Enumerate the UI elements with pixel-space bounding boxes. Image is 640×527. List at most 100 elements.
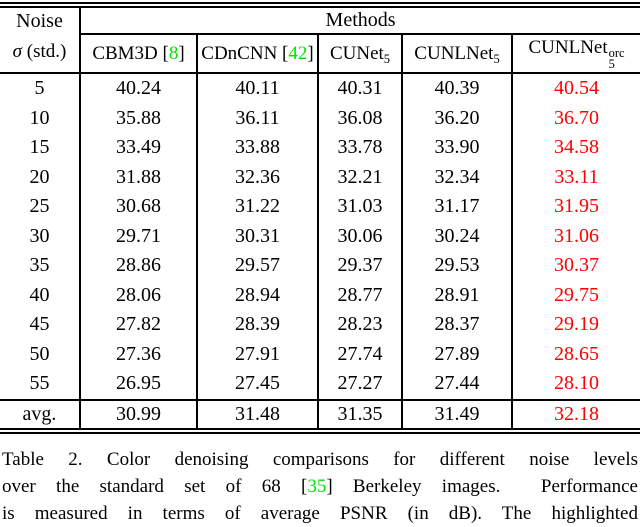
methods-header: Methods [78, 5, 640, 35]
noise-level-cell: 15 [29, 136, 50, 159]
psnr-value-cell: 28.10 [510, 369, 640, 400]
method-name: CUNLNet [414, 42, 494, 64]
psnr-value-cell: 29.71 [79, 221, 197, 251]
table-row: 30 29.71 30.31 30.06 30.24 31.06 [0, 221, 640, 251]
noise-level-cell: avg. [0, 398, 80, 431]
sigma-std-label: σ (std.) [0, 34, 79, 72]
psnr-value-cell: 29.53 [401, 251, 512, 281]
table-row: 40 28.06 28.94 28.77 28.91 29.75 [0, 280, 640, 310]
noise-label: Noise [16, 10, 63, 32]
method-sub-sup: orc 5 [608, 46, 625, 71]
psnr-value-cell: 36.11 [196, 103, 318, 133]
method-column-header: CUNLNet5 [401, 34, 512, 74]
psnr-value-cell: 32.36 [196, 162, 318, 192]
table-row: 10 35.88 36.11 36.08 36.20 36.70 [0, 103, 640, 133]
psnr-value-cell: 28.77 [317, 280, 402, 310]
citation-link[interactable]: 42 [288, 42, 308, 64]
citation-link[interactable]: 35 [307, 475, 327, 497]
psnr-value-cell: 28.65 [510, 339, 640, 369]
sigma-symbol: σ [12, 41, 23, 62]
psnr-value-cell: 32.21 [317, 162, 402, 192]
psnr-value-cell: 40.39 [401, 73, 512, 104]
psnr-value-cell: 40.54 [510, 73, 640, 104]
table-row: 25 30.68 31.22 31.03 31.17 31.95 [0, 192, 640, 222]
noise-level-cell: 30 [29, 224, 50, 247]
table-row: 45 27.82 28.39 28.23 28.37 29.19 [0, 310, 640, 340]
method-column-header: CBM3D [8] [79, 34, 197, 74]
method-header-row: CBM3D [8] CDnCNN [42] CUNet5 CUNLNet5 CUNLNe… [0, 34, 640, 74]
psnr-value-cell: 27.91 [196, 339, 318, 369]
psnr-value-cell: 27.74 [317, 339, 402, 369]
psnr-value-cell: 32.18 [510, 398, 640, 431]
psnr-value-cell: 31.03 [317, 192, 402, 222]
results-table: Noise σ (std.) Methods CBM3D [8] CDnCNN [… [0, 2, 640, 434]
method-column-header: CUNet5 [317, 34, 402, 74]
psnr-value-cell: 34.58 [510, 133, 640, 163]
psnr-value-cell: 30.31 [196, 221, 318, 251]
psnr-value-cell: 40.31 [317, 73, 402, 104]
citation-bracket: ] [326, 475, 333, 497]
method-name: CUNLNet [528, 37, 608, 58]
table-row: 15 33.49 33.88 33.78 33.90 34.58 [0, 133, 640, 163]
psnr-value-cell: 30.37 [510, 251, 640, 281]
noise-level-cell: 5 [34, 77, 45, 100]
psnr-value-cell: 35.88 [79, 103, 197, 133]
psnr-value-cell: 33.88 [196, 133, 318, 163]
caption-line-1: Table 2. Color denoising comparisons for… [2, 446, 638, 473]
noise-level-cell: 50 [29, 342, 50, 365]
psnr-value-cell: 32.34 [401, 162, 512, 192]
psnr-value-cell: 31.48 [196, 398, 318, 431]
psnr-value-cell: 27.36 [79, 339, 197, 369]
noise-level-cell: 40 [29, 283, 50, 306]
psnr-value-cell: 33.49 [79, 133, 197, 163]
caption-line-2: over the standard set of 68 [35] Berkele… [2, 473, 638, 500]
method-subscript: 5 [608, 57, 615, 71]
method-superscript: orc [608, 46, 625, 60]
citation-bracket: ] [178, 42, 185, 64]
method-name: CUNet [329, 42, 384, 64]
psnr-value-cell: 28.37 [401, 310, 512, 340]
noise-level-cell: 20 [29, 165, 50, 188]
method-name: CDnCNN [201, 42, 278, 64]
citation-link[interactable]: 8 [168, 42, 179, 64]
psnr-value-cell: 28.94 [196, 280, 318, 310]
psnr-value-cell: 27.89 [401, 339, 512, 369]
psnr-value-cell: 27.45 [196, 369, 318, 400]
psnr-value-cell: 27.44 [401, 369, 512, 400]
table-row: 5 40.24 40.11 40.31 40.39 40.54 [0, 73, 640, 104]
psnr-value-cell: 28.23 [317, 310, 402, 340]
noise-level-cell: 10 [29, 106, 50, 129]
method-name: CBM3D [92, 42, 158, 64]
std-suffix: (std.) [22, 41, 67, 62]
method-column-header: CDnCNN [42] [196, 34, 318, 74]
table-row: 20 31.88 32.36 32.21 32.34 33.11 [0, 162, 640, 192]
psnr-value-cell: 40.11 [196, 73, 318, 104]
table-caption: Table 2. Color denoising comparisons for… [0, 446, 640, 527]
psnr-value-cell: 28.39 [196, 310, 318, 340]
psnr-value-cell: 29.37 [317, 251, 402, 281]
psnr-value-cell: 26.95 [79, 369, 197, 400]
table-row: 55 26.95 27.45 27.27 27.44 28.10 [0, 369, 640, 400]
psnr-value-cell: 28.86 [79, 251, 197, 281]
psnr-value-cell: 30.24 [401, 221, 512, 251]
caption-text: over the standard set of 68 [2, 475, 301, 497]
psnr-value-cell: 29.19 [510, 310, 640, 340]
noise-column-header: Noise σ (std.) [0, 5, 81, 74]
method-subscript: 5 [383, 51, 391, 66]
psnr-value-cell: 30.99 [79, 398, 197, 431]
psnr-value-cell: 31.22 [196, 192, 318, 222]
caption-line-3: is measured in terms of average PSNR (in… [2, 500, 638, 527]
psnr-value-cell: 33.90 [401, 133, 512, 163]
psnr-value-cell: 31.17 [401, 192, 512, 222]
citation-bracket: [ [300, 475, 308, 497]
psnr-value-cell: 31.35 [317, 398, 402, 431]
psnr-value-cell: 36.08 [317, 103, 402, 133]
method-column-header: CUNLNet orc 5 [510, 34, 640, 74]
table-row: 35 28.86 29.57 29.37 29.53 30.37 [0, 251, 640, 281]
psnr-value-cell: 33.78 [317, 133, 402, 163]
noise-level-cell: 35 [29, 254, 50, 277]
psnr-value-cell: 30.06 [317, 221, 402, 251]
average-row: avg. 30.99 31.48 31.35 31.49 32.18 [0, 398, 640, 431]
psnr-value-cell: 31.88 [79, 162, 197, 192]
psnr-value-cell: 31.49 [401, 398, 512, 431]
